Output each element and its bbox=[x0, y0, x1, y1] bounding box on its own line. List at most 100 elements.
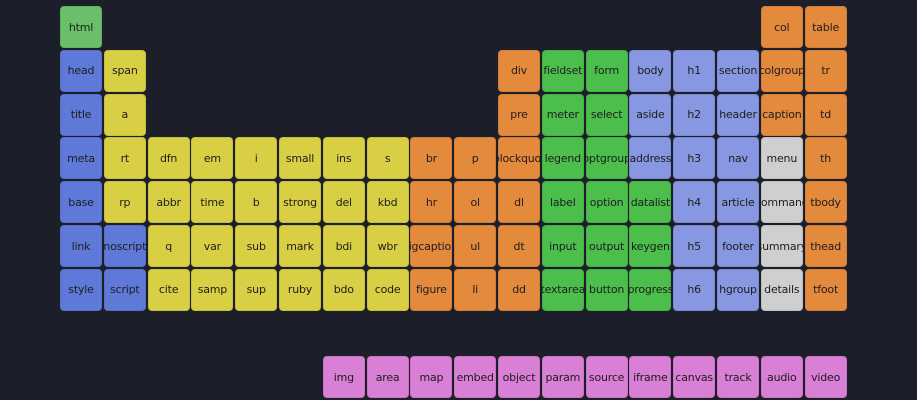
element-tile-thead[interactable]: thead bbox=[804, 225, 847, 267]
element-tile-link[interactable]: link bbox=[60, 225, 102, 267]
element-tile-tbody[interactable]: tbody bbox=[804, 181, 847, 224]
element-tile-label[interactable]: label bbox=[541, 181, 584, 224]
element-tile-dd[interactable]: dd bbox=[498, 268, 540, 311]
element-tile-abbr[interactable]: abbr bbox=[147, 181, 190, 224]
element-tile-h2[interactable]: h2 bbox=[673, 93, 716, 136]
element-tile-s[interactable]: s bbox=[366, 137, 409, 180]
element-tile-cite[interactable]: cite bbox=[147, 268, 190, 311]
element-tile-head[interactable]: head bbox=[60, 49, 102, 92]
element-tile-sub[interactable]: sub bbox=[235, 225, 278, 267]
element-tile-kbd[interactable]: kbd bbox=[366, 181, 409, 224]
element-tile-strong[interactable]: strong bbox=[279, 181, 321, 224]
element-tile-nav[interactable]: nav bbox=[717, 137, 759, 180]
element-tile-textarea[interactable]: textarea bbox=[541, 268, 584, 311]
element-tile-datalist[interactable]: datalist bbox=[629, 181, 672, 224]
element-tile-area[interactable]: area bbox=[366, 356, 409, 399]
element-tile-bdo[interactable]: bdo bbox=[322, 268, 365, 311]
element-tile-audio[interactable]: audio bbox=[760, 356, 803, 399]
element-tile-h3[interactable]: h3 bbox=[673, 137, 716, 180]
element-tile-noscript[interactable]: noscript bbox=[103, 225, 146, 267]
element-tile-pre[interactable]: pre bbox=[498, 93, 540, 136]
element-tile-output[interactable]: output bbox=[585, 225, 628, 267]
element-tile-td[interactable]: td bbox=[804, 93, 847, 136]
element-tile-base[interactable]: base bbox=[60, 181, 102, 224]
element-tile-code[interactable]: code bbox=[366, 268, 409, 311]
element-tile-ul[interactable]: ul bbox=[454, 225, 497, 267]
element-tile-ruby[interactable]: ruby bbox=[279, 268, 321, 311]
element-tile-caption[interactable]: caption bbox=[760, 93, 803, 136]
element-tile-blockquot[interactable]: blockquot bbox=[498, 137, 540, 180]
element-tile-span[interactable]: span bbox=[103, 49, 146, 92]
element-tile-li[interactable]: li bbox=[454, 268, 497, 311]
element-tile-h4[interactable]: h4 bbox=[673, 181, 716, 224]
element-tile-keygen[interactable]: keygen bbox=[629, 225, 672, 267]
element-tile-command[interactable]: command bbox=[760, 181, 803, 224]
element-tile-button[interactable]: button bbox=[585, 268, 628, 311]
element-tile-div[interactable]: div bbox=[498, 49, 540, 92]
element-tile-tfoot[interactable]: tfoot bbox=[804, 268, 847, 311]
element-tile-form[interactable]: form bbox=[585, 49, 628, 92]
element-tile-progress[interactable]: progress bbox=[629, 268, 672, 311]
element-tile-h5[interactable]: h5 bbox=[673, 225, 716, 267]
element-tile-video[interactable]: video bbox=[804, 356, 847, 399]
element-tile-a[interactable]: a bbox=[103, 93, 146, 136]
element-tile-meta[interactable]: meta bbox=[60, 137, 102, 180]
element-tile-canvas[interactable]: canvas bbox=[673, 356, 716, 399]
element-tile-figcaption[interactable]: figcaption bbox=[410, 225, 453, 267]
element-tile-input[interactable]: input bbox=[541, 225, 584, 267]
element-tile-script[interactable]: script bbox=[103, 268, 146, 311]
element-tile-p[interactable]: p bbox=[454, 137, 497, 180]
element-tile-object[interactable]: object bbox=[498, 356, 540, 399]
element-tile-fieldset[interactable]: fieldset bbox=[541, 49, 584, 92]
element-tile-footer[interactable]: footer bbox=[717, 225, 759, 267]
element-tile-tr[interactable]: tr bbox=[804, 49, 847, 92]
element-tile-source[interactable]: source bbox=[585, 356, 628, 399]
element-tile-small[interactable]: small bbox=[279, 137, 321, 180]
element-tile-section[interactable]: section bbox=[717, 49, 759, 92]
element-tile-style[interactable]: style bbox=[60, 268, 102, 311]
element-tile-samp[interactable]: samp bbox=[191, 268, 234, 311]
element-tile-rt[interactable]: rt bbox=[103, 137, 146, 180]
element-tile-q[interactable]: q bbox=[147, 225, 190, 267]
element-tile-track[interactable]: track bbox=[717, 356, 759, 399]
element-tile-h6[interactable]: h6 bbox=[673, 268, 716, 311]
element-tile-bdi[interactable]: bdi bbox=[322, 225, 365, 267]
element-tile-em[interactable]: em bbox=[191, 137, 234, 180]
element-tile-param[interactable]: param bbox=[541, 356, 584, 399]
element-tile-ins[interactable]: ins bbox=[322, 137, 365, 180]
element-tile-html[interactable]: html bbox=[60, 6, 102, 48]
element-tile-time[interactable]: time bbox=[191, 181, 234, 224]
element-tile-rp[interactable]: rp bbox=[103, 181, 146, 224]
element-tile-img[interactable]: img bbox=[322, 356, 365, 399]
element-tile-b[interactable]: b bbox=[235, 181, 278, 224]
element-tile-mark[interactable]: mark bbox=[279, 225, 321, 267]
element-tile-aside[interactable]: aside bbox=[629, 93, 672, 136]
element-tile-map[interactable]: map bbox=[410, 356, 453, 399]
element-tile-ol[interactable]: ol bbox=[454, 181, 497, 224]
element-tile-sup[interactable]: sup bbox=[235, 268, 278, 311]
element-tile-optgroup[interactable]: optgroup bbox=[585, 137, 628, 180]
element-tile-body[interactable]: body bbox=[629, 49, 672, 92]
element-tile-select[interactable]: select bbox=[585, 93, 628, 136]
element-tile-header[interactable]: header bbox=[717, 93, 759, 136]
element-tile-option[interactable]: option bbox=[585, 181, 628, 224]
element-tile-article[interactable]: article bbox=[717, 181, 759, 224]
element-tile-embed[interactable]: embed bbox=[454, 356, 497, 399]
element-tile-h1[interactable]: h1 bbox=[673, 49, 716, 92]
element-tile-table[interactable]: table bbox=[804, 6, 847, 48]
element-tile-title[interactable]: title bbox=[60, 93, 102, 136]
element-tile-dfn[interactable]: dfn bbox=[147, 137, 190, 180]
element-tile-hgroup[interactable]: hgroup bbox=[717, 268, 759, 311]
element-tile-i[interactable]: i bbox=[235, 137, 278, 180]
element-tile-hr[interactable]: hr bbox=[410, 181, 453, 224]
element-tile-summary[interactable]: summary bbox=[760, 225, 803, 267]
element-tile-del[interactable]: del bbox=[322, 181, 365, 224]
element-tile-colgroup[interactable]: colgroup bbox=[760, 49, 803, 92]
element-tile-dl[interactable]: dl bbox=[498, 181, 540, 224]
element-tile-var[interactable]: var bbox=[191, 225, 234, 267]
element-tile-meter[interactable]: meter bbox=[541, 93, 584, 136]
element-tile-wbr[interactable]: wbr bbox=[366, 225, 409, 267]
element-tile-th[interactable]: th bbox=[804, 137, 847, 180]
element-tile-address[interactable]: address bbox=[629, 137, 672, 180]
element-tile-col[interactable]: col bbox=[760, 6, 803, 48]
